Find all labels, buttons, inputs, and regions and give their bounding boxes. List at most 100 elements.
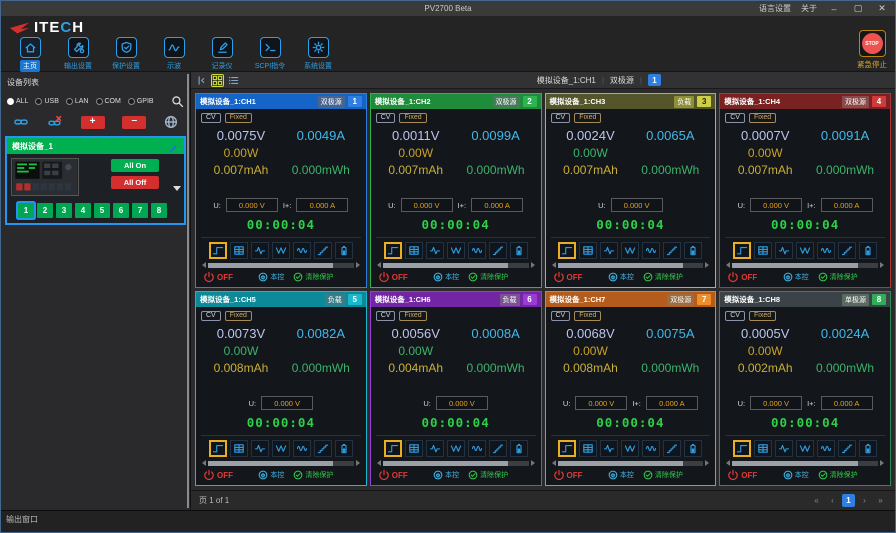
- scroll-left-icon[interactable]: [726, 460, 731, 466]
- sequence-table-icon-button[interactable]: [579, 242, 598, 259]
- scroll-right-icon[interactable]: [355, 262, 360, 268]
- step-wave-icon-button[interactable]: [733, 242, 752, 259]
- ramp-wave-icon-button[interactable]: [663, 440, 682, 457]
- voltage-set-field[interactable]: 0.000 V: [575, 396, 628, 410]
- channel-card-header[interactable]: 模拟设备_1:CH4 双极源 4: [720, 94, 890, 109]
- toolbar-button-output-settings[interactable]: 输出设置: [57, 37, 99, 72]
- card-scrollbar[interactable]: [376, 460, 536, 466]
- add-device-button[interactable]: [80, 115, 105, 129]
- search-device-icon[interactable]: [171, 95, 184, 108]
- scrollbar-thumb[interactable]: [732, 262, 858, 268]
- battery-icon-button[interactable]: [859, 242, 878, 259]
- pulse-wave-icon-button[interactable]: [775, 242, 794, 259]
- all-off-button[interactable]: All Off: [111, 176, 159, 189]
- toolbar-button-protection-settings[interactable]: 保护设置: [105, 37, 147, 72]
- sequence-table-icon-button[interactable]: [229, 242, 248, 259]
- connect-device-button[interactable]: [13, 115, 29, 129]
- battery-icon-button[interactable]: [684, 242, 703, 259]
- channel-button-7[interactable]: 7: [132, 203, 148, 218]
- scroll-left-icon[interactable]: [376, 460, 381, 466]
- surge-wave-icon-button[interactable]: [621, 242, 640, 259]
- card-scrollbar[interactable]: [725, 460, 885, 466]
- breadcrumb-device[interactable]: 模拟设备_1:CH1: [536, 75, 596, 85]
- sine-wave-icon-button[interactable]: [817, 242, 836, 259]
- scrollbar-thumb[interactable]: [557, 460, 683, 466]
- filter-radio-all[interactable]: ALL: [7, 98, 28, 105]
- clear-protection-button[interactable]: 清除保护: [468, 470, 508, 480]
- breadcrumb-type[interactable]: 双极源: [609, 75, 634, 85]
- local-control-indicator[interactable]: 本控: [433, 272, 459, 282]
- scroll-left-icon[interactable]: [551, 262, 556, 268]
- channel-button-8[interactable]: 8: [151, 203, 167, 218]
- ramp-wave-icon-button[interactable]: [488, 242, 507, 259]
- filter-radio-usb[interactable]: USB: [35, 98, 59, 105]
- channel-card-header[interactable]: 模拟设备_1:CH5 负载 5: [196, 292, 366, 307]
- scroll-left-icon[interactable]: [202, 262, 206, 268]
- grid-view-icon[interactable]: [211, 73, 224, 87]
- page-number-button[interactable]: 1: [842, 494, 855, 507]
- step-wave-icon-button[interactable]: [208, 242, 227, 259]
- toolbar-button-recorder[interactable]: 记录仪: [201, 37, 243, 72]
- filter-radio-gpib[interactable]: GPIB: [127, 98, 154, 105]
- channel-card-header[interactable]: 模拟设备_1:CH1 双极源 1: [196, 94, 366, 109]
- last-page-button[interactable]: »: [878, 496, 883, 505]
- sidebar-scrollbar[interactable]: [187, 74, 189, 508]
- current-set-field[interactable]: 0.000 A: [820, 396, 873, 410]
- card-scrollbar[interactable]: [551, 460, 711, 466]
- step-wave-icon-button[interactable]: [208, 440, 227, 457]
- disconnect-device-button[interactable]: [47, 115, 63, 129]
- toolbar-button-oscilloscope[interactable]: 示波: [153, 37, 195, 72]
- step-wave-icon-button[interactable]: [558, 242, 577, 259]
- scrollbar-thumb[interactable]: [208, 460, 334, 466]
- pulse-wave-icon-button[interactable]: [425, 440, 444, 457]
- current-set-field[interactable]: 0.000 A: [296, 198, 349, 212]
- ramp-wave-icon-button[interactable]: [488, 440, 507, 457]
- output-state-button[interactable]: OFF: [553, 469, 583, 481]
- voltage-set-field[interactable]: 0.000 V: [225, 198, 278, 212]
- sequence-table-icon-button[interactable]: [579, 440, 598, 457]
- toolbar-button-scpi-terminal[interactable]: SCPI指令: [249, 37, 291, 72]
- sine-wave-icon-button[interactable]: [817, 440, 836, 457]
- voltage-set-field[interactable]: 0.000 V: [750, 396, 803, 410]
- titlebar-menu-2[interactable]: 关于: [801, 4, 817, 13]
- minimize-button[interactable]: –: [831, 3, 837, 14]
- pulse-wave-icon-button[interactable]: [775, 440, 794, 457]
- ramp-wave-icon-button[interactable]: [663, 242, 682, 259]
- surge-wave-icon-button[interactable]: [621, 440, 640, 457]
- scroll-left-icon[interactable]: [551, 460, 556, 466]
- scrollbar-thumb[interactable]: [382, 460, 509, 466]
- list-view-icon[interactable]: [227, 74, 240, 87]
- scroll-right-icon[interactable]: [530, 460, 535, 466]
- sequence-table-icon-button[interactable]: [404, 242, 423, 259]
- ramp-wave-icon-button[interactable]: [313, 242, 332, 259]
- clear-protection-button[interactable]: 清除保护: [468, 272, 508, 282]
- pulse-wave-icon-button[interactable]: [600, 242, 619, 259]
- step-wave-icon-button[interactable]: [558, 440, 577, 457]
- first-page-button[interactable]: «: [814, 496, 819, 505]
- sequence-table-icon-button[interactable]: [229, 440, 248, 457]
- output-state-button[interactable]: OFF: [727, 271, 757, 283]
- battery-icon-button[interactable]: [684, 440, 703, 457]
- channel-button-5[interactable]: 5: [94, 203, 110, 218]
- next-page-button[interactable]: ›: [863, 496, 866, 505]
- toolbar-button-home[interactable]: 主页: [9, 37, 51, 72]
- surge-wave-icon-button[interactable]: [446, 440, 465, 457]
- scroll-right-icon[interactable]: [705, 262, 710, 268]
- current-set-field[interactable]: 0.000 A: [820, 198, 873, 212]
- sequence-table-icon-button[interactable]: [754, 440, 773, 457]
- current-set-field[interactable]: 0.000 A: [471, 198, 524, 212]
- scroll-right-icon[interactable]: [880, 262, 884, 268]
- card-scrollbar[interactable]: [201, 460, 361, 466]
- clear-protection-button[interactable]: 清除保护: [293, 272, 333, 282]
- clear-protection-button[interactable]: 清除保护: [293, 470, 333, 480]
- pulse-wave-icon-button[interactable]: [250, 440, 269, 457]
- scroll-right-icon[interactable]: [705, 460, 710, 466]
- card-scrollbar[interactable]: [376, 262, 536, 268]
- local-control-indicator[interactable]: 本控: [783, 470, 809, 480]
- prev-page-button[interactable]: ‹: [831, 496, 834, 505]
- channel-button-4[interactable]: 4: [75, 203, 91, 218]
- local-control-indicator[interactable]: 本控: [608, 272, 634, 282]
- scrollbar-thumb[interactable]: [382, 262, 509, 268]
- step-wave-icon-button[interactable]: [383, 242, 402, 259]
- pulse-wave-icon-button[interactable]: [425, 242, 444, 259]
